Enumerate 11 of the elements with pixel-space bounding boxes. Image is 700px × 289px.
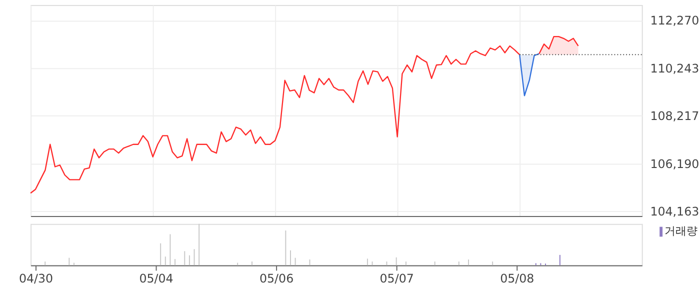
x-tick-label: 05/04 xyxy=(139,272,174,286)
y-tick-label: 104,163 xyxy=(650,204,700,219)
y-tick-label: 110,243 xyxy=(650,61,700,76)
x-tick-label: 04/30 xyxy=(18,272,54,286)
x-tick-label: 05/07 xyxy=(380,272,414,286)
y-tick-label: 106,190 xyxy=(650,156,700,171)
y-tick-label: 112,270 xyxy=(650,14,700,28)
x-tick-label: 05/08 xyxy=(500,272,534,286)
x-tick-label: 05/06 xyxy=(260,272,294,286)
legend-label: 거래량 xyxy=(664,224,698,238)
y-tick-label: 108,217 xyxy=(650,109,700,124)
